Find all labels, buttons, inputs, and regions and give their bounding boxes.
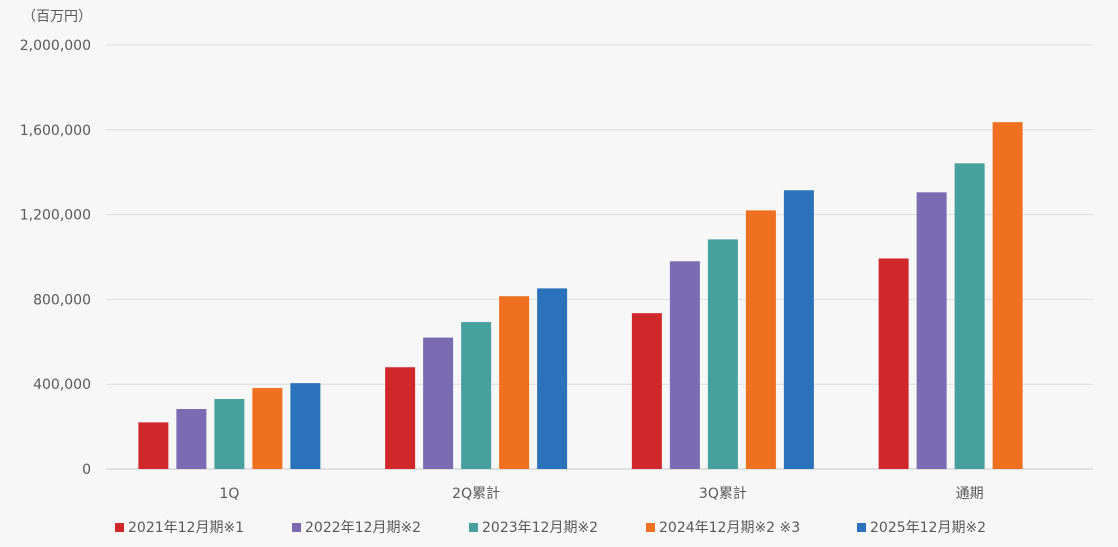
legend-label: 2021年12月期※1 <box>128 520 244 536</box>
bar <box>878 258 909 469</box>
y-axis: 0 400,000 800,000 1,200,000 1,600,000 2,000,0… <box>20 38 91 478</box>
x-tick-label: 3Q累計 <box>699 486 747 502</box>
x-tick-label: 2Q累計 <box>452 486 500 502</box>
unit-label: （百万円） <box>22 9 92 25</box>
bar <box>138 422 169 469</box>
x-tick-label: 通期 <box>956 486 984 502</box>
bar <box>537 288 568 469</box>
bar <box>290 383 321 469</box>
legend: 2021年12月期※1 2022年12月期※2 2023年12月期※2 2024年12… <box>115 520 986 536</box>
legend-label: 2023年12月期※2 <box>482 520 598 536</box>
bar <box>499 296 530 469</box>
bar <box>423 337 454 469</box>
bar <box>992 122 1023 469</box>
legend-swatch <box>292 523 301 532</box>
y-tick-label: 1,200,000 <box>20 208 91 224</box>
bar <box>461 322 492 469</box>
bar <box>631 313 662 469</box>
y-tick-label: 800,000 <box>33 292 91 308</box>
bar <box>669 261 700 469</box>
legend-swatch <box>857 523 866 532</box>
legend-swatch <box>469 523 478 532</box>
bars <box>138 122 1023 470</box>
y-tick-label: 400,000 <box>33 377 91 393</box>
bar <box>916 192 947 469</box>
legend-swatch <box>115 523 124 532</box>
x-axis: 1Q 2Q累計 3Q累計 通期 <box>219 486 983 502</box>
bar <box>783 190 814 469</box>
bar <box>176 409 207 469</box>
bar <box>707 239 738 469</box>
legend-label: 2025年12月期※2 <box>870 520 986 536</box>
legend-swatch <box>646 523 655 532</box>
bar <box>214 399 245 469</box>
bar <box>252 388 283 469</box>
bar <box>385 367 416 469</box>
bar <box>745 210 776 470</box>
y-tick-label: 2,000,000 <box>20 38 91 54</box>
y-tick-label: 1,600,000 <box>20 123 91 139</box>
x-tick-label: 1Q <box>219 486 239 502</box>
bar <box>954 163 985 469</box>
legend-label: 2024年12月期※2 ※3 <box>659 520 800 536</box>
y-tick-label: 0 <box>82 462 91 478</box>
legend-label: 2022年12月期※2 <box>305 520 421 536</box>
